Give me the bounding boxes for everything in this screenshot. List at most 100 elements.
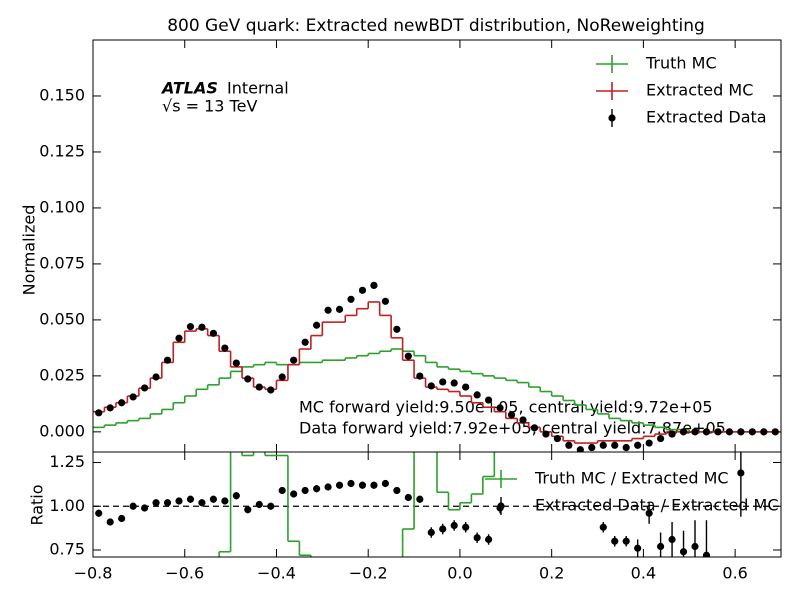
data-point xyxy=(679,428,688,436)
data-point xyxy=(152,499,160,507)
data-point xyxy=(599,523,607,531)
data-point xyxy=(221,344,229,352)
x-tick-label: −0.6 xyxy=(165,564,204,583)
data-point xyxy=(473,391,481,399)
data-point xyxy=(691,428,699,436)
data-point xyxy=(95,409,103,417)
data-point xyxy=(553,434,562,443)
data-point xyxy=(255,383,263,391)
data-point xyxy=(163,499,172,507)
data-point xyxy=(244,506,252,514)
data-point xyxy=(702,551,711,557)
data-point xyxy=(507,411,516,419)
data-point xyxy=(186,495,195,503)
legend-label: Truth MC xyxy=(645,54,717,73)
data-point xyxy=(301,338,309,346)
data-point xyxy=(324,306,332,314)
data-point xyxy=(129,502,137,510)
y-tick-label: 0.000 xyxy=(39,421,85,440)
data-point xyxy=(106,404,114,412)
y-axis-label: Normalized xyxy=(20,205,39,296)
x-tick-label: 0.6 xyxy=(722,564,747,583)
data-point xyxy=(95,509,103,517)
data-point xyxy=(347,479,355,488)
data-point xyxy=(679,548,688,556)
data-point xyxy=(198,499,206,507)
data-point xyxy=(691,542,699,551)
data-point xyxy=(725,428,734,436)
legend-label: Extracted MC xyxy=(646,81,753,100)
data-point xyxy=(221,497,229,505)
data-point xyxy=(737,469,745,477)
data-point xyxy=(163,356,172,364)
data-point xyxy=(634,441,642,449)
data-point xyxy=(611,441,619,449)
x-tick-label: 0.4 xyxy=(631,564,656,583)
energy-label: √s = 13 TeV xyxy=(162,97,257,116)
legend-marker xyxy=(608,114,616,122)
data-point xyxy=(748,428,756,436)
y-tick-label: 0.125 xyxy=(39,141,85,160)
data-point xyxy=(209,329,217,337)
data-point xyxy=(232,492,240,500)
data-point xyxy=(267,502,275,510)
x-tick-label: −0.4 xyxy=(257,564,296,583)
data-point xyxy=(175,497,183,505)
x-tick-label: −0.8 xyxy=(74,564,113,583)
y-tick-label: 0.025 xyxy=(39,365,85,384)
data-point xyxy=(439,525,447,533)
chart-title: 800 GeV quark: Extracted newBDT distribu… xyxy=(167,16,705,36)
data-point xyxy=(255,500,263,509)
data-point xyxy=(186,323,195,331)
data-point xyxy=(152,373,160,381)
data-point xyxy=(278,486,286,495)
legend-marker xyxy=(497,502,505,510)
data-point xyxy=(141,384,149,392)
data-point xyxy=(313,485,321,493)
data-point xyxy=(118,514,126,523)
annotation: Data forward yield:7.92e+05, central yie… xyxy=(299,419,726,438)
data-point xyxy=(209,495,217,503)
data-point xyxy=(450,521,458,530)
data-point xyxy=(290,356,298,364)
data-point xyxy=(358,481,367,489)
data-point xyxy=(634,544,642,552)
data-point xyxy=(416,495,424,503)
data-point xyxy=(668,535,676,544)
data-point xyxy=(657,434,665,443)
data-point xyxy=(404,493,412,502)
data-point xyxy=(473,534,481,542)
legend-label: Extracted Data xyxy=(646,108,767,127)
y-axis-label: Ratio xyxy=(28,484,47,525)
data-point xyxy=(462,383,470,391)
data-point xyxy=(439,378,447,386)
data-point xyxy=(393,325,401,333)
data-point xyxy=(347,295,355,303)
data-point xyxy=(198,323,206,331)
data-point xyxy=(611,537,619,545)
experiment-label: ATLAS xyxy=(160,79,218,98)
data-point xyxy=(427,528,435,537)
data-point xyxy=(485,396,493,404)
y-tick-label: 1.00 xyxy=(49,496,85,515)
data-point xyxy=(267,386,275,394)
data-point xyxy=(599,441,607,449)
data-point xyxy=(370,481,378,489)
data-point xyxy=(106,518,114,526)
data-point xyxy=(313,321,321,329)
data-point xyxy=(485,535,493,544)
y-tick-label: 0.050 xyxy=(39,309,85,328)
legend-label: Truth MC / Extracted MC xyxy=(534,469,729,488)
data-point xyxy=(358,286,367,294)
data-point xyxy=(416,372,424,380)
y-tick-label: 0.75 xyxy=(49,540,85,559)
data-point xyxy=(381,479,389,488)
y-tick-label: 0.075 xyxy=(39,253,85,272)
data-point xyxy=(668,430,676,438)
y-tick-label: 0.100 xyxy=(39,197,85,216)
axes-frame xyxy=(92,451,782,558)
data-point xyxy=(760,428,768,436)
status-label: Internal xyxy=(227,79,289,98)
data-point xyxy=(530,424,539,432)
data-point xyxy=(335,481,344,489)
